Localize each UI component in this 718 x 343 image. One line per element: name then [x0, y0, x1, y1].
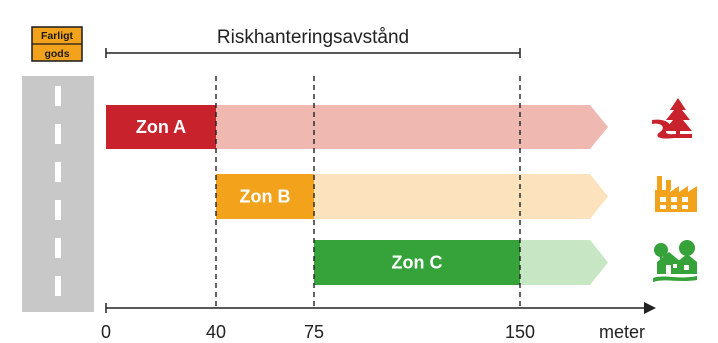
- axis-unit-label: meter: [599, 322, 645, 342]
- tick-label-150: 150: [505, 322, 535, 342]
- sign-line-2: gods: [44, 48, 69, 60]
- tick-label-40: 40: [206, 322, 226, 342]
- lane-marking: [55, 238, 61, 258]
- tick-label-0: 0: [101, 322, 111, 342]
- lane-marking: [55, 200, 61, 220]
- factory-icon: [655, 176, 697, 212]
- zone-a: Zon A: [106, 105, 608, 149]
- zone-b-bar: [216, 174, 314, 219]
- road-lane-markings: [55, 86, 61, 296]
- zone-b: Zon B: [216, 174, 608, 219]
- dangerous-goods-sign: Farligt gods: [31, 26, 83, 62]
- zone-a-label: Zon A: [136, 117, 186, 137]
- zone-a-bar: [106, 105, 216, 149]
- zone-a-extent-arrow: [106, 105, 608, 149]
- axis-arrowhead: [644, 302, 656, 314]
- range-title: Riskhanteringsavstånd: [217, 27, 409, 48]
- sign-line-1: Farligt: [41, 30, 74, 42]
- road-tree-icon: [652, 98, 692, 139]
- road-surface: [22, 76, 94, 312]
- header-range: Riskhanteringsavstånd: [105, 27, 521, 58]
- zone-c: Zon C: [314, 240, 608, 285]
- distance-axis: 0 40 75 150 meter: [101, 302, 656, 342]
- zone-c-bar: [314, 240, 520, 285]
- zone-b-label: Zon B: [240, 187, 291, 207]
- lane-marking: [55, 124, 61, 144]
- tick-label-75: 75: [304, 322, 324, 342]
- lane-marking: [55, 162, 61, 182]
- houses-trees-icon: [653, 240, 697, 282]
- lane-marking: [55, 86, 61, 106]
- road: [22, 76, 94, 312]
- zone-c-label: Zon C: [392, 253, 443, 273]
- lane-marking: [55, 276, 61, 296]
- axis-ticks: 0 40 75 150: [101, 322, 535, 342]
- zone-boundaries: [215, 76, 521, 308]
- zones: Zon A Zon B Zon C: [106, 105, 608, 285]
